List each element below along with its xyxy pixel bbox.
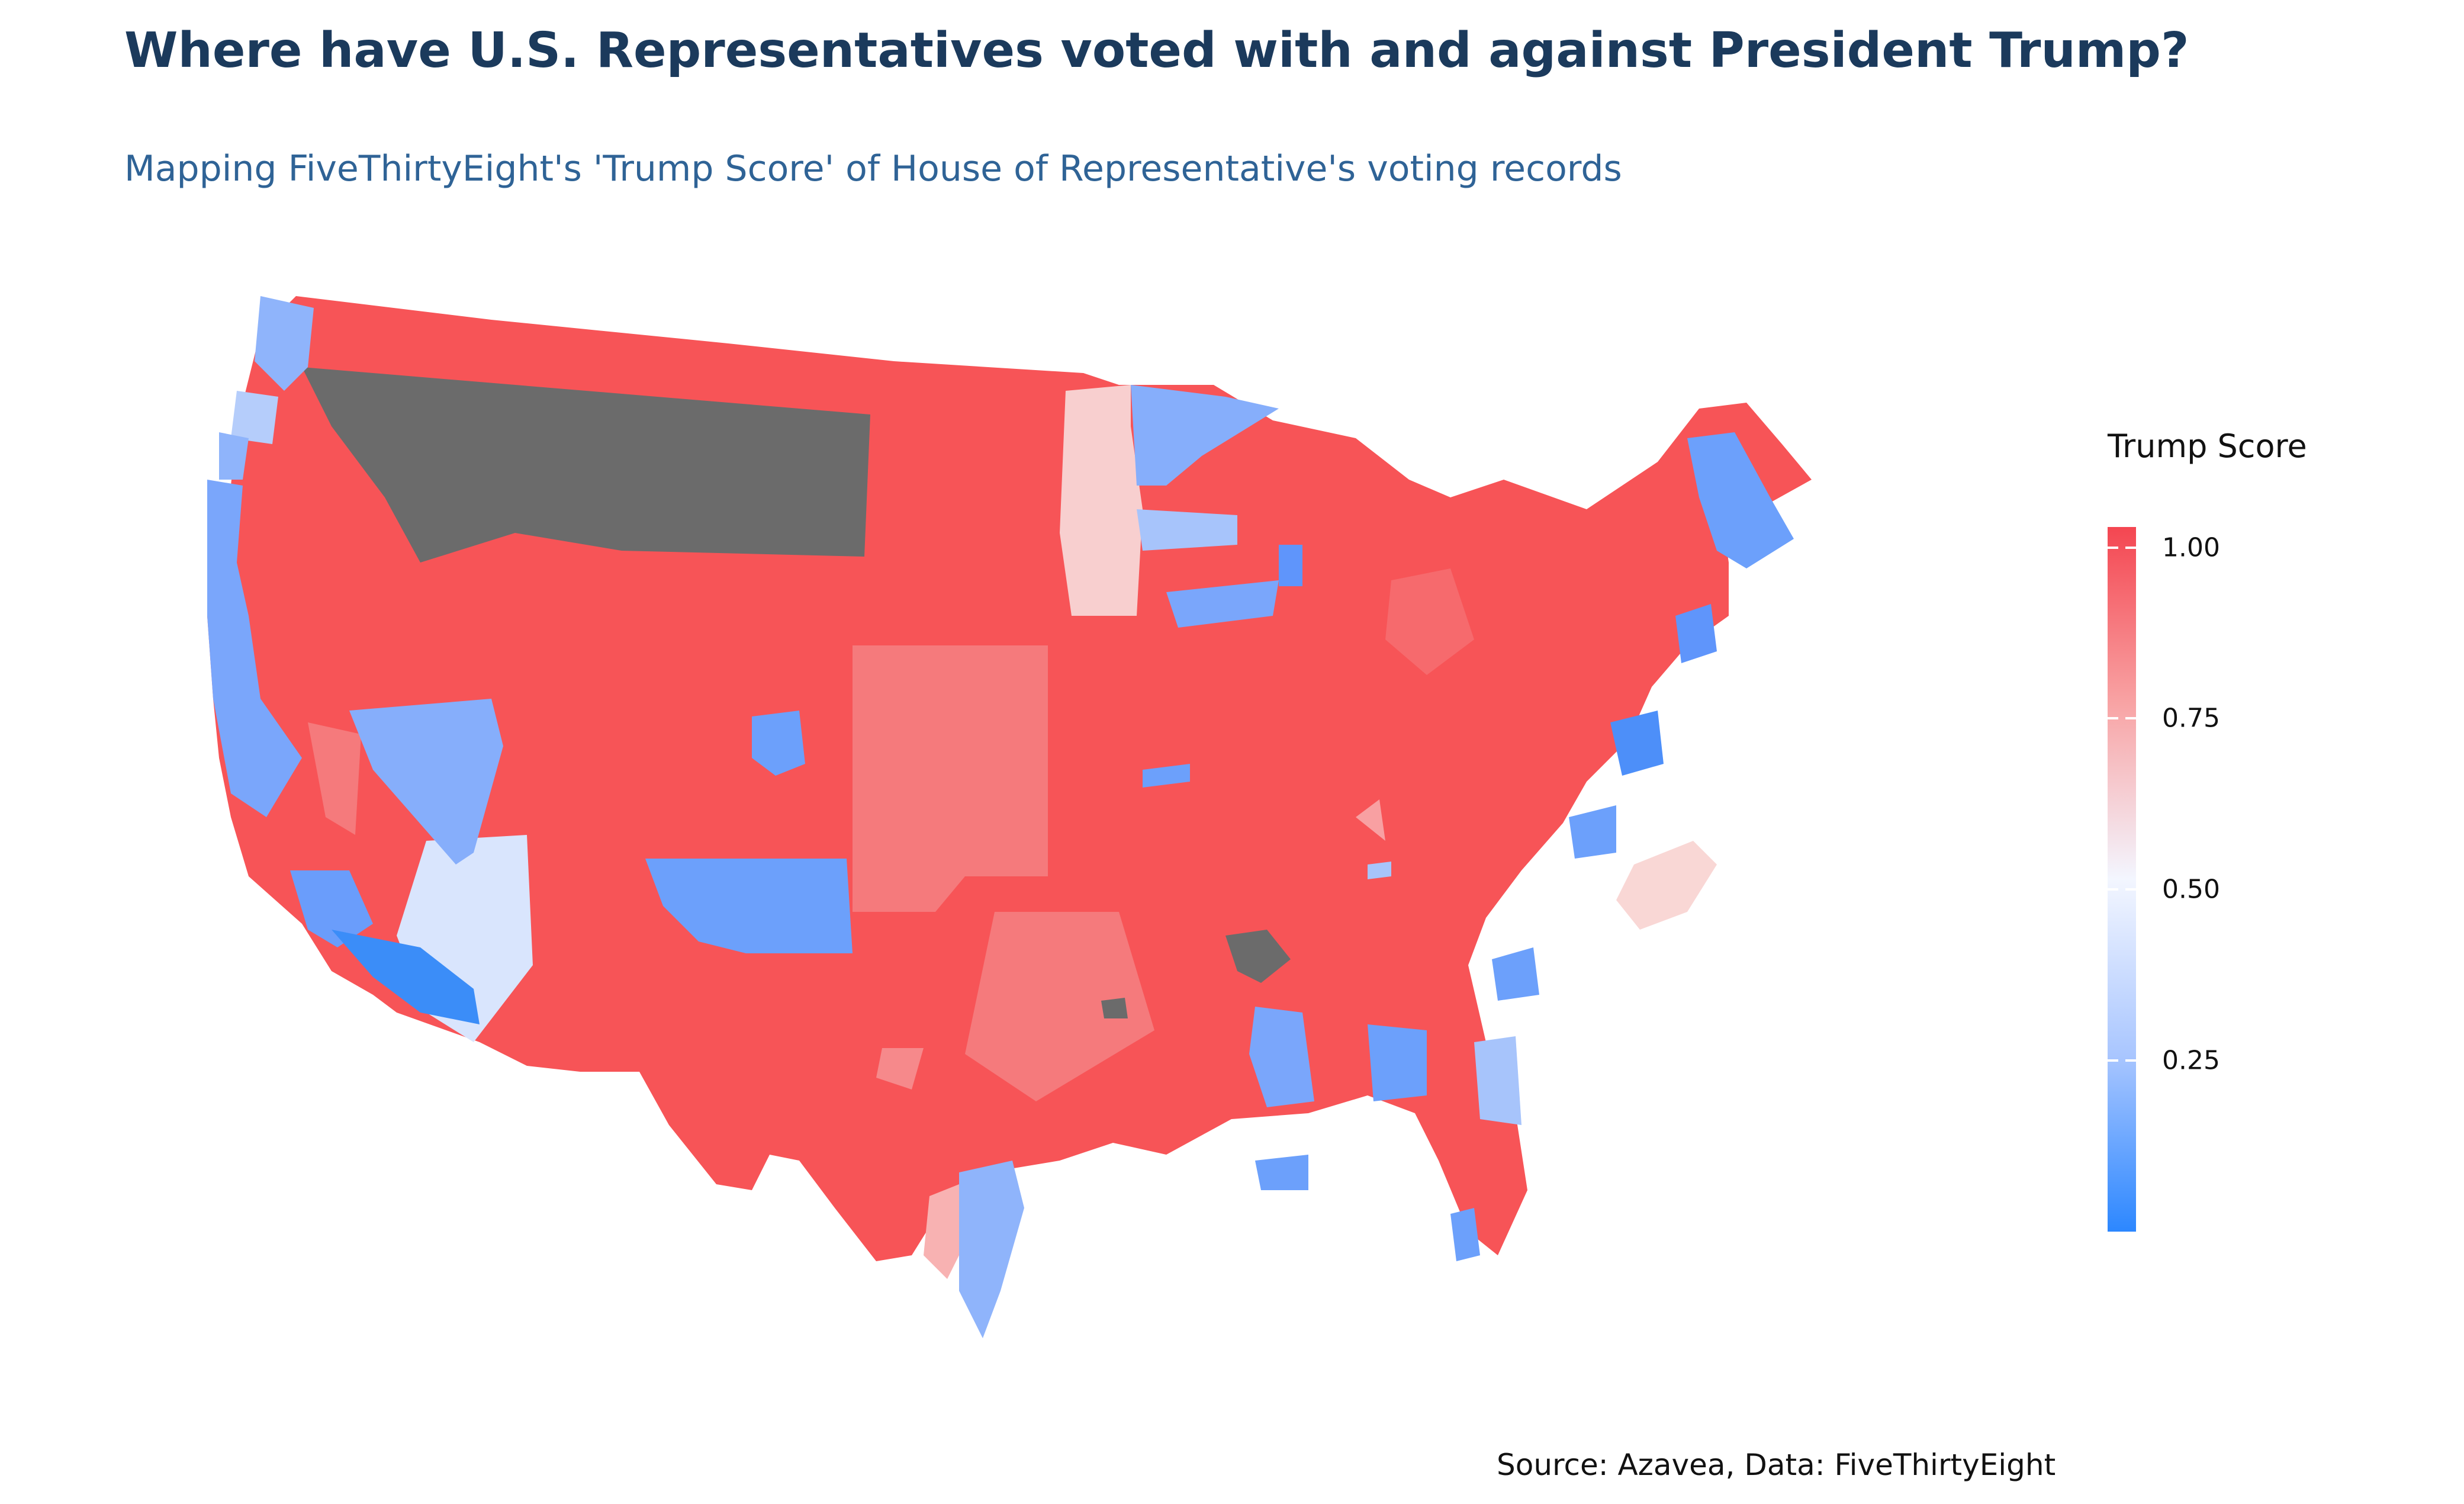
district-nm-blue bbox=[645, 859, 853, 953]
district-missing-small bbox=[1101, 998, 1128, 1018]
district-new-england-blue bbox=[1687, 432, 1794, 568]
legend-tick-mark bbox=[2125, 546, 2136, 549]
district-co-blue bbox=[752, 711, 805, 776]
district-va-blue bbox=[1569, 805, 1616, 859]
legend-tick-label: 0.75 bbox=[2162, 703, 2220, 734]
district-fl-blue bbox=[1450, 1208, 1480, 1261]
legend-tick-mark bbox=[2125, 717, 2136, 720]
district-sc-blue bbox=[1492, 947, 1539, 1001]
legend-tick-mark bbox=[2108, 546, 2118, 549]
district-nv-blue bbox=[349, 699, 503, 865]
district-region-light-red bbox=[1385, 568, 1474, 675]
district-ca-coast-blue bbox=[207, 480, 302, 817]
district-region-light-red bbox=[965, 912, 1154, 1101]
district-tx-pink bbox=[924, 1184, 965, 1279]
district-wa-blue bbox=[231, 391, 278, 444]
legend-tick-mark bbox=[2108, 717, 2118, 720]
district-ky-blue bbox=[1368, 862, 1391, 879]
district-ny-blue bbox=[1675, 604, 1717, 663]
district-il-blue bbox=[1166, 580, 1279, 628]
district-tx-blue bbox=[959, 1161, 1024, 1338]
source-caption: Source: Azavea, Data: FiveThirtyEight bbox=[1497, 1448, 2056, 1482]
legend-title: Trump Score bbox=[2108, 428, 2307, 465]
district-ms-blue bbox=[1249, 1007, 1314, 1107]
district-region-light-red bbox=[876, 1048, 924, 1090]
district-region-light-red bbox=[853, 645, 1048, 912]
legend-tick-label: 0.25 bbox=[2162, 1045, 2220, 1076]
district-region-light-red bbox=[1356, 799, 1385, 841]
district-region-light-red bbox=[308, 722, 361, 835]
district-missing-sc bbox=[1225, 930, 1291, 983]
district-mn-blue bbox=[1137, 509, 1237, 551]
legend-tick-label: 1.00 bbox=[2162, 532, 2220, 563]
legend-tick-mark bbox=[2125, 1059, 2136, 1062]
district-ga-lightblue bbox=[1474, 1036, 1521, 1125]
legend-color-bar bbox=[2108, 527, 2136, 1232]
map-title: Where have U.S. Representatives voted wi… bbox=[124, 23, 2189, 79]
district-mn7-pink bbox=[1060, 385, 1143, 616]
district-md-blue bbox=[1610, 711, 1664, 776]
district-ca-south-blue bbox=[332, 930, 480, 1024]
legend-tick-mark bbox=[2108, 1059, 2118, 1062]
legend-tick-mark bbox=[2125, 888, 2136, 891]
district-la-blue bbox=[1255, 1155, 1308, 1190]
district-wa-blue bbox=[255, 296, 314, 391]
district-al-blue bbox=[1368, 1024, 1427, 1101]
district-mn-blue bbox=[1131, 385, 1279, 486]
district-mo-blue bbox=[1143, 764, 1190, 788]
legend-tick-mark bbox=[2108, 888, 2118, 891]
district-or-blue bbox=[219, 432, 249, 480]
map-subtitle: Mapping FiveThirtyEight's 'Trump Score' … bbox=[124, 148, 1622, 189]
district-ca-la-blue bbox=[290, 870, 373, 947]
legend-tick-label: 0.50 bbox=[2162, 874, 2220, 905]
us-congressional-district-map bbox=[207, 296, 1812, 1338]
district-wi-blue bbox=[1279, 545, 1302, 586]
district-missing-montana bbox=[302, 367, 870, 563]
district-nc-pink bbox=[1616, 841, 1717, 930]
